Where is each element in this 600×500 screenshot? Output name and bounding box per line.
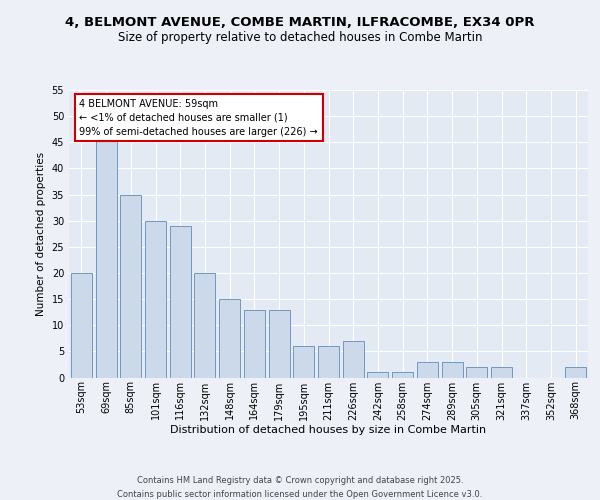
- Bar: [318, 346, 339, 378]
- Text: 4 BELMONT AVENUE: 59sqm
← <1% of detached houses are smaller (1)
99% of semi-det: 4 BELMONT AVENUE: 59sqm ← <1% of detache…: [79, 98, 318, 136]
- Bar: [170, 226, 191, 378]
- Bar: [219, 299, 240, 378]
- Bar: [343, 341, 364, 378]
- Text: 4, BELMONT AVENUE, COMBE MARTIN, ILFRACOMBE, EX34 0PR: 4, BELMONT AVENUE, COMBE MARTIN, ILFRACO…: [65, 16, 535, 29]
- Text: Contains HM Land Registry data © Crown copyright and database right 2025.
Contai: Contains HM Land Registry data © Crown c…: [118, 476, 482, 498]
- Bar: [71, 273, 92, 378]
- Bar: [145, 220, 166, 378]
- Bar: [367, 372, 388, 378]
- Bar: [293, 346, 314, 378]
- Bar: [244, 310, 265, 378]
- Bar: [466, 367, 487, 378]
- Y-axis label: Number of detached properties: Number of detached properties: [36, 152, 46, 316]
- Bar: [417, 362, 438, 378]
- Text: Size of property relative to detached houses in Combe Martin: Size of property relative to detached ho…: [118, 31, 482, 44]
- Bar: [565, 367, 586, 378]
- Bar: [194, 273, 215, 378]
- Bar: [95, 137, 116, 378]
- X-axis label: Distribution of detached houses by size in Combe Martin: Distribution of detached houses by size …: [170, 425, 487, 435]
- Bar: [269, 310, 290, 378]
- Bar: [491, 367, 512, 378]
- Bar: [120, 194, 141, 378]
- Bar: [442, 362, 463, 378]
- Bar: [392, 372, 413, 378]
